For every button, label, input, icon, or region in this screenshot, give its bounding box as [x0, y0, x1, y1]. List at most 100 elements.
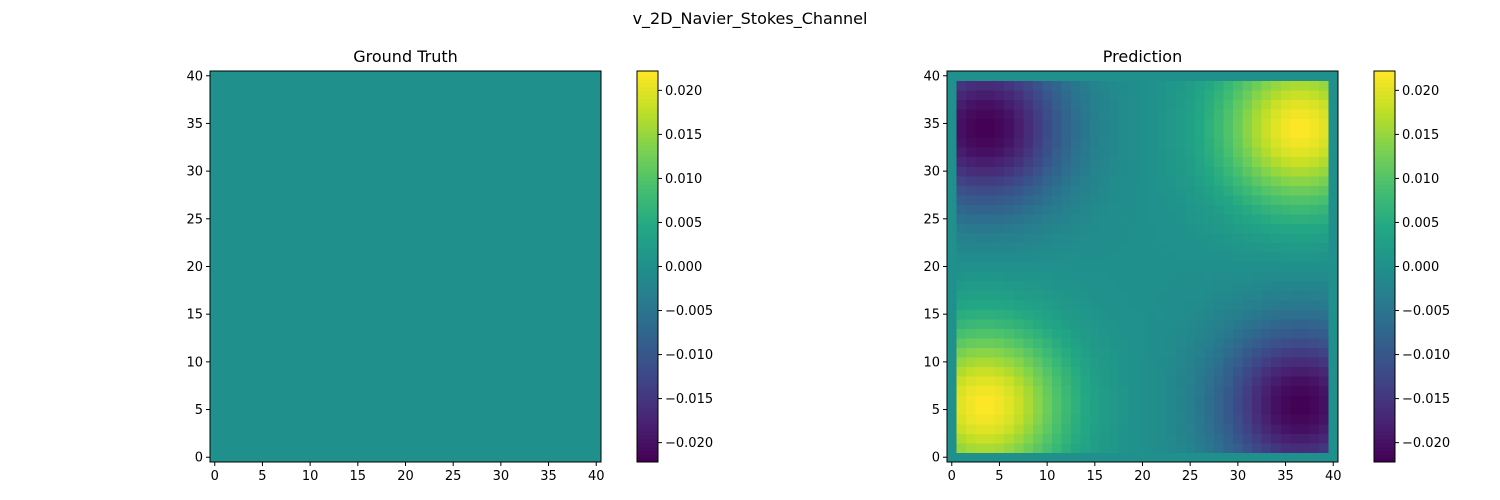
heatmap-cell — [314, 347, 325, 358]
heatmap-cell — [248, 204, 259, 215]
heatmap-cell — [1271, 299, 1282, 310]
heatmap-cell — [591, 223, 602, 234]
heatmap-cell — [353, 233, 363, 244]
heatmap-cell — [1328, 433, 1339, 444]
heatmap-cell — [229, 423, 240, 434]
heatmap-cell — [267, 242, 278, 253]
heatmap-cell — [419, 376, 430, 387]
heatmap-cell — [295, 328, 306, 339]
heatmap-cell — [543, 137, 554, 148]
heatmap-cell — [448, 166, 459, 177]
heatmap-cell — [324, 290, 335, 301]
heatmap-cell — [1090, 290, 1100, 301]
heatmap-cell — [1147, 328, 1158, 339]
heatmap-cell — [1013, 404, 1024, 415]
heatmap-cell — [1290, 147, 1301, 158]
heatmap-cell — [410, 128, 421, 139]
heatmap-cell — [477, 261, 487, 272]
heatmap-cell — [1328, 156, 1339, 167]
heatmap-cell — [1242, 71, 1253, 81]
colorbar-segment — [1374, 203, 1395, 209]
heatmap-cell — [410, 223, 421, 234]
heatmap-cell — [1128, 357, 1139, 368]
heatmap-cell — [295, 423, 306, 434]
heatmap-cell — [1233, 414, 1244, 425]
heatmap-cell — [210, 318, 220, 329]
heatmap-cell — [591, 71, 602, 81]
heatmap-cell — [1023, 147, 1034, 158]
colorbar-segment — [637, 336, 658, 342]
heatmap-cell — [1280, 204, 1291, 215]
heatmap-cell — [295, 366, 306, 377]
heatmap-cell — [1166, 90, 1177, 101]
heatmap-cell — [248, 414, 259, 425]
heatmap-cell — [1013, 442, 1024, 453]
heatmap-cell — [219, 175, 230, 186]
heatmap-cell — [956, 166, 967, 177]
heatmap-cell — [975, 156, 986, 167]
heatmap-cell — [467, 290, 478, 301]
heatmap-cell — [438, 204, 449, 215]
heatmap-cell — [1042, 252, 1053, 263]
heatmap-cell — [1185, 223, 1196, 234]
heatmap-cell — [486, 404, 497, 415]
heatmap-cell — [1090, 318, 1100, 329]
heatmap-cell — [966, 433, 977, 444]
heatmap-cell — [1109, 118, 1120, 129]
heatmap-cell — [1290, 233, 1301, 244]
heatmap-cell — [1252, 366, 1263, 377]
heatmap-cell — [238, 71, 249, 81]
heatmap-cell — [1004, 328, 1015, 339]
heatmap-cell — [477, 252, 487, 263]
y-tick-label: 0 — [932, 451, 940, 466]
heatmap-cell — [257, 347, 268, 358]
heatmap-cell — [486, 328, 497, 339]
heatmap-cell — [295, 109, 306, 120]
heatmap-cell — [429, 452, 440, 463]
heatmap-cell — [381, 185, 392, 196]
heatmap-cell — [1252, 395, 1263, 406]
heatmap-cell — [1194, 175, 1205, 186]
y-tick-label: 35 — [923, 117, 940, 132]
heatmap-cell — [477, 223, 487, 234]
heatmap-cell — [1185, 137, 1196, 148]
heatmap-cell — [1271, 318, 1282, 329]
heatmap-cell — [572, 423, 583, 434]
heatmap-cell — [429, 194, 440, 205]
heatmap-cell — [477, 299, 487, 310]
heatmap-cell — [985, 404, 996, 415]
heatmap-cell — [1175, 252, 1186, 263]
heatmap-cell — [1223, 414, 1234, 425]
heatmap-cell — [295, 233, 306, 244]
heatmap-cell — [457, 309, 468, 320]
heatmap-cell — [1309, 80, 1320, 91]
heatmap-cell — [1261, 347, 1272, 358]
heatmap-cell — [400, 204, 411, 215]
heatmap-cell — [1051, 90, 1062, 101]
heatmap-cell — [353, 99, 363, 110]
heatmap-cell — [1252, 271, 1263, 282]
colorbar-segment — [1374, 110, 1395, 115]
heatmap-cell — [1204, 118, 1215, 129]
heatmap-cell — [1013, 99, 1024, 110]
heatmap-cell — [591, 414, 602, 425]
heatmap-cell — [486, 385, 497, 396]
heatmap-cell — [505, 309, 516, 320]
heatmap-cell — [419, 299, 430, 310]
heatmap-cell — [1051, 185, 1062, 196]
heatmap-cell — [1166, 423, 1177, 434]
heatmap-cell — [1023, 395, 1034, 406]
colorbar-segment — [637, 352, 658, 358]
heatmap-cell — [975, 280, 986, 291]
heatmap-cell — [1223, 194, 1234, 205]
heatmap-cell — [276, 137, 287, 148]
heatmap-cell — [1271, 357, 1282, 368]
heatmap-cell — [219, 137, 230, 148]
heatmap-cell — [515, 175, 526, 186]
heatmap-cell — [1166, 385, 1177, 396]
heatmap-cell — [372, 118, 383, 129]
heatmap-cell — [1252, 280, 1263, 291]
colorbar-segment — [637, 86, 658, 92]
heatmap-cell — [562, 347, 573, 358]
heatmap-cell — [1061, 338, 1072, 348]
